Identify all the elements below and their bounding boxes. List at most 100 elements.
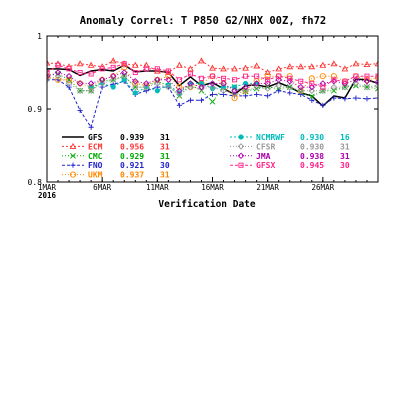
data-point-fno — [66, 84, 72, 90]
data-point-fno — [209, 91, 216, 97]
data-point-cfsr — [76, 87, 84, 94]
data-point-jma — [98, 76, 106, 84]
y-tick-label: 0.8 — [28, 178, 43, 187]
data-point-fno — [298, 91, 304, 97]
legend-count-ukm: 31 — [160, 171, 170, 180]
data-point-ncmrwf — [121, 77, 127, 83]
legend-name-gfsx: GFSX — [256, 161, 275, 170]
data-point-jma — [176, 87, 183, 94]
legend-name-gfs: GFS — [88, 133, 103, 142]
data-point-ecm — [275, 65, 283, 72]
legend-count-gfsx: 30 — [340, 161, 350, 170]
data-point-fno — [176, 102, 182, 108]
data-point-cfsr — [165, 83, 172, 91]
data-point-cfsr — [242, 87, 249, 94]
data-point-ncmrwf — [154, 88, 160, 94]
data-point-cfsr — [264, 85, 271, 92]
data-point-gfsx — [353, 73, 359, 79]
data-point-gfsx — [209, 73, 216, 79]
data-point-ecm — [363, 60, 371, 68]
legend-marker-gfsx — [238, 162, 244, 168]
data-point-fno — [331, 95, 337, 101]
legend-entry-ecm: ECM 0.956 31 — [62, 142, 170, 151]
data-point-ecm — [242, 64, 249, 71]
data-point-fno — [375, 95, 378, 101]
y-tick-label: 0.9 — [28, 105, 43, 114]
series-line-cfsr — [47, 75, 378, 96]
legend-mean-ncmrwf: 0.930 — [300, 133, 324, 142]
data-point-ncmrwf — [110, 84, 116, 90]
data-point-jma — [109, 72, 117, 80]
data-point-gfsx — [77, 69, 83, 76]
data-point-ecm — [330, 60, 338, 67]
legend-count-fno: 30 — [160, 161, 170, 170]
data-point-ecm — [319, 61, 327, 68]
data-point-cfsr — [54, 72, 62, 80]
data-point-gfsx — [265, 77, 271, 83]
data-point-fno — [220, 91, 227, 97]
data-point-jma — [76, 80, 84, 87]
data-point-jma — [47, 72, 51, 80]
x-tick-sublabel: 2016 — [38, 191, 57, 200]
data-point-gfsx — [331, 77, 337, 83]
data-point-jma — [253, 80, 260, 87]
legend-marker-ncmrwf — [238, 134, 244, 140]
data-point-ncmrwf — [243, 80, 249, 87]
legend-count-gfs: 31 — [160, 133, 170, 142]
legend-count-cfsr: 31 — [340, 142, 350, 151]
plot-area — [47, 57, 378, 130]
legend-entry-cmc: CMC 0.929 31 — [62, 152, 170, 161]
data-point-ecm — [297, 63, 305, 70]
legend-entry-ukm: UKM 0.937 31 — [62, 171, 170, 180]
data-point-gfsx — [154, 66, 160, 72]
data-point-fno — [243, 93, 249, 99]
legend-marker-cmc — [70, 152, 76, 159]
data-point-ecm — [231, 65, 238, 72]
data-point-gfsx — [66, 66, 72, 72]
data-point-jma — [198, 83, 205, 91]
data-point-jma — [275, 76, 282, 84]
data-point-fno — [265, 93, 271, 99]
data-point-fno — [287, 90, 293, 96]
data-point-ecm — [76, 60, 84, 67]
data-point-ecm — [47, 59, 51, 66]
data-point-gfsx — [309, 80, 315, 86]
data-point-cfsr — [275, 82, 282, 89]
data-point-gfsx — [55, 62, 61, 68]
data-point-ncmrwf — [88, 84, 94, 90]
data-point-fno — [55, 77, 61, 83]
data-point-gfsx — [47, 69, 50, 76]
data-point-ecm — [341, 65, 349, 72]
data-point-fno — [47, 77, 50, 83]
data-point-jma — [187, 80, 194, 87]
legend: GFS 0.939 31 ECM 0.956 31 CMC 0.929 31 FNO 0.921 30… — [62, 133, 350, 180]
data-point-cfsr — [341, 83, 349, 91]
legend-entry-jma: JMA 0.938 31 — [230, 152, 350, 161]
data-point-jma — [132, 78, 139, 85]
data-point-ecm — [187, 65, 194, 72]
y-tick-label: 1 — [37, 32, 42, 41]
legend-mean-ecm: 0.956 — [120, 142, 144, 151]
data-point-ecm — [220, 65, 227, 72]
data-point-gfsx — [375, 73, 378, 79]
data-point-ukm — [66, 76, 73, 83]
data-point-cfsr — [286, 83, 293, 91]
series-group — [47, 57, 378, 130]
legend-count-cmc: 31 — [160, 152, 170, 161]
series-cfsr — [47, 72, 378, 98]
data-point-fno — [254, 91, 260, 97]
x-tick-label: 1MAR — [38, 183, 57, 192]
data-point-cfsr — [65, 80, 73, 87]
data-point-cfsr — [120, 72, 128, 80]
data-point-gfsx — [298, 78, 304, 84]
data-point-gfsx — [99, 66, 105, 72]
data-point-fno — [364, 96, 370, 102]
data-point-jma — [65, 72, 73, 80]
data-point-jma — [54, 69, 62, 76]
data-point-ecm — [109, 57, 117, 64]
data-point-gfsx — [121, 61, 127, 67]
data-point-ukm — [176, 84, 183, 91]
data-point-gfsx — [187, 71, 193, 77]
data-point-jma — [209, 80, 216, 87]
